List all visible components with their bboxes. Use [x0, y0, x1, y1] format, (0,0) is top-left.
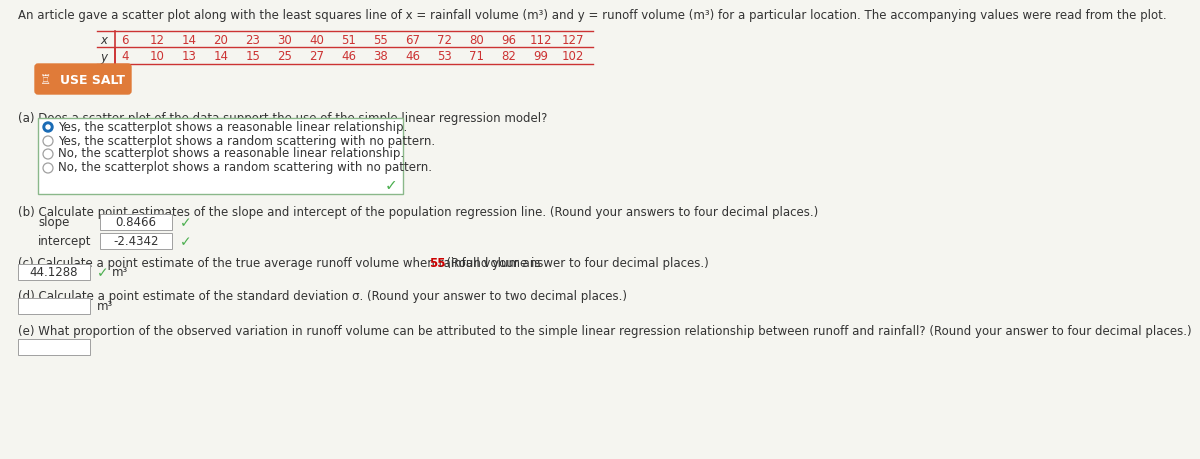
Text: 6: 6	[121, 34, 128, 46]
Text: 46: 46	[406, 50, 420, 63]
Text: 51: 51	[342, 34, 356, 46]
Text: 46: 46	[342, 50, 356, 63]
Text: 14: 14	[181, 34, 197, 46]
Text: 12: 12	[150, 34, 164, 46]
Text: m³: m³	[112, 266, 128, 279]
Text: 72: 72	[438, 34, 452, 46]
FancyBboxPatch shape	[35, 65, 131, 95]
Text: 102: 102	[562, 50, 584, 63]
Circle shape	[43, 137, 53, 147]
Text: x: x	[100, 34, 107, 46]
Text: ✓: ✓	[180, 216, 192, 230]
Text: 55: 55	[430, 257, 445, 269]
FancyBboxPatch shape	[18, 339, 90, 355]
Text: slope: slope	[38, 216, 70, 229]
Circle shape	[43, 150, 53, 160]
Text: ✓: ✓	[385, 178, 397, 193]
Text: intercept: intercept	[38, 235, 91, 248]
Text: 27: 27	[310, 50, 324, 63]
Text: ✓: ✓	[180, 235, 192, 248]
Text: An article gave a scatter plot along with the least squares line of x = rainfall: An article gave a scatter plot along wit…	[18, 9, 1166, 22]
Text: 71: 71	[469, 50, 485, 63]
Text: 40: 40	[310, 34, 324, 46]
Text: 38: 38	[373, 50, 389, 63]
Text: ♖  USE SALT: ♖ USE SALT	[41, 73, 126, 86]
FancyBboxPatch shape	[100, 214, 172, 230]
FancyBboxPatch shape	[100, 234, 172, 249]
Text: (b) Calculate point estimates of the slope and intercept of the population regre: (b) Calculate point estimates of the slo…	[18, 206, 818, 218]
Text: 44.1288: 44.1288	[30, 266, 78, 279]
Text: 15: 15	[246, 50, 260, 63]
Text: m³: m³	[97, 300, 113, 313]
Circle shape	[46, 126, 50, 130]
FancyBboxPatch shape	[18, 264, 90, 280]
Text: 4: 4	[121, 50, 128, 63]
Circle shape	[43, 164, 53, 174]
Text: 53: 53	[438, 50, 452, 63]
Text: Yes, the scatterplot shows a random scattering with no pattern.: Yes, the scatterplot shows a random scat…	[58, 134, 436, 147]
FancyBboxPatch shape	[18, 298, 90, 314]
Text: 13: 13	[181, 50, 197, 63]
Text: No, the scatterplot shows a random scattering with no pattern.: No, the scatterplot shows a random scatt…	[58, 161, 432, 174]
Text: 99: 99	[534, 50, 548, 63]
Text: 127: 127	[562, 34, 584, 46]
Text: . (Round your answer to four decimal places.): . (Round your answer to four decimal pla…	[439, 257, 709, 269]
Text: 23: 23	[246, 34, 260, 46]
Text: -2.4342: -2.4342	[113, 235, 158, 248]
Text: 67: 67	[406, 34, 420, 46]
Text: 14: 14	[214, 50, 228, 63]
Text: (d) Calculate a point estimate of the standard deviation σ. (Round your answer t: (d) Calculate a point estimate of the st…	[18, 289, 628, 302]
Text: ✓: ✓	[97, 265, 109, 280]
Text: (c) Calculate a point estimate of the true average runoff volume when rainfall v: (c) Calculate a point estimate of the tr…	[18, 257, 545, 269]
Text: 55: 55	[373, 34, 389, 46]
Text: Yes, the scatterplot shows a reasonable linear relationship.: Yes, the scatterplot shows a reasonable …	[58, 120, 407, 133]
Text: No, the scatterplot shows a reasonable linear relationship.: No, the scatterplot shows a reasonable l…	[58, 147, 404, 160]
Text: 10: 10	[150, 50, 164, 63]
Text: (e) What proportion of the observed variation in runoff volume can be attributed: (e) What proportion of the observed vari…	[18, 325, 1192, 337]
Text: 80: 80	[469, 34, 485, 46]
Circle shape	[43, 123, 53, 133]
Text: 30: 30	[277, 34, 293, 46]
FancyBboxPatch shape	[38, 119, 403, 195]
Text: (a) Does a scatter plot of the data support the use of the simple linear regress: (a) Does a scatter plot of the data supp…	[18, 112, 547, 125]
Text: 20: 20	[214, 34, 228, 46]
Text: 25: 25	[277, 50, 293, 63]
Text: 112: 112	[529, 34, 552, 46]
Text: 0.8466: 0.8466	[115, 216, 156, 229]
Text: 96: 96	[502, 34, 516, 46]
Text: y: y	[100, 50, 107, 63]
Text: 82: 82	[502, 50, 516, 63]
